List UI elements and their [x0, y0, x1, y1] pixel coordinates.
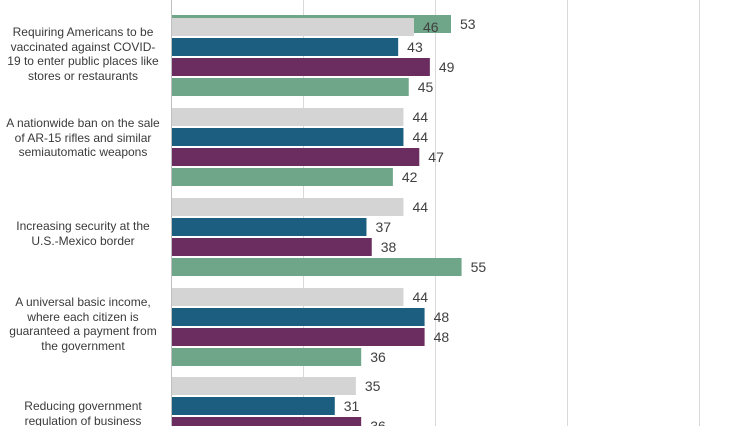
bar	[172, 238, 372, 256]
bar	[172, 328, 425, 346]
bar	[172, 308, 425, 326]
category-label: Requiring Americans to be vaccinated aga…	[7, 25, 159, 83]
bar	[172, 397, 335, 415]
bar	[172, 417, 362, 426]
data-label: 53	[460, 16, 476, 32]
data-label: 44	[412, 289, 428, 305]
data-label: 48	[434, 309, 450, 325]
data-label: 55	[471, 259, 487, 275]
bar	[172, 348, 362, 366]
bar	[172, 168, 393, 186]
data-label: 49	[439, 59, 455, 75]
category-label: A nationwide ban on the sale of AR-15 ri…	[6, 116, 160, 159]
bar	[172, 58, 430, 76]
data-label: 42	[402, 169, 418, 185]
data-label: 38	[381, 239, 397, 255]
data-label: 44	[412, 199, 428, 215]
bar	[172, 108, 404, 126]
data-label: 37	[375, 219, 391, 235]
category-label: Reducing government regulation of busine…	[24, 399, 142, 426]
bar	[172, 18, 415, 36]
data-label: 36	[370, 349, 386, 365]
data-label: 47	[428, 149, 444, 165]
bar	[172, 148, 420, 166]
data-label: 44	[412, 109, 428, 125]
bar	[172, 218, 367, 236]
bar	[172, 38, 399, 56]
bar	[172, 198, 404, 216]
data-label: 31	[344, 398, 360, 414]
data-label: 35	[365, 378, 381, 394]
category-label: A universal basic income, where each cit…	[9, 295, 157, 353]
data-label: 36	[370, 418, 386, 426]
data-label: 48	[434, 329, 450, 345]
bar	[172, 128, 404, 146]
bar	[172, 288, 404, 306]
category-label: Increasing security at the U.S.-Mexico b…	[16, 219, 150, 248]
data-label: 43	[407, 39, 423, 55]
data-label: 46	[423, 19, 439, 35]
bar	[172, 78, 409, 96]
bar	[172, 377, 356, 395]
bar	[172, 258, 462, 276]
data-label: 44	[412, 129, 428, 145]
data-label: 45	[418, 79, 434, 95]
